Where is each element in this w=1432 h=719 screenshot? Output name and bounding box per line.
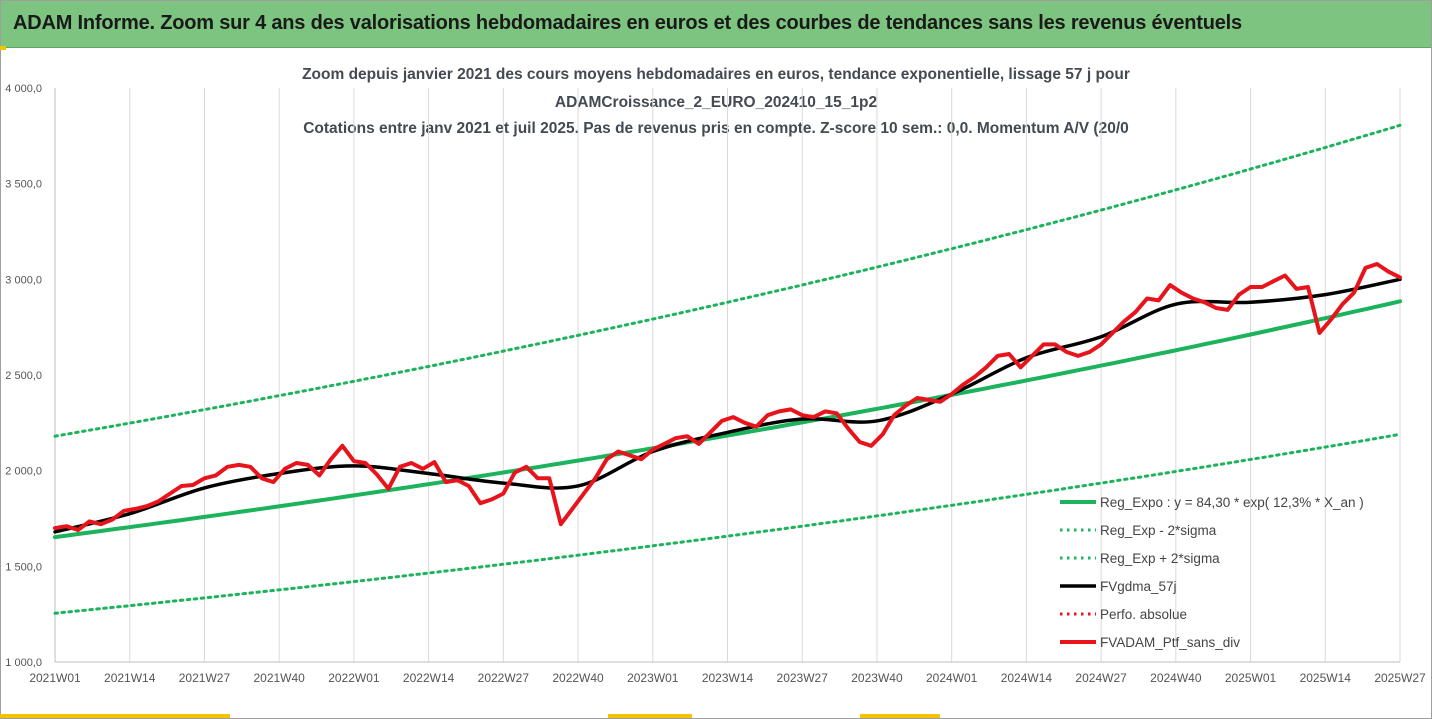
accent-bar-left xyxy=(0,46,6,50)
y-tick-label: 2 500,0 xyxy=(5,370,42,382)
y-tick-label: 3 000,0 xyxy=(5,274,42,286)
x-tick-label: 2025W14 xyxy=(1300,671,1352,685)
y-tick-label: 1 000,0 xyxy=(5,657,42,669)
x-tick-label: 2021W40 xyxy=(253,671,305,685)
x-tick-label: 2022W27 xyxy=(478,671,530,685)
chart-title-line-2: ADAMCroissance_2_EURO_202410_15_1p2 xyxy=(554,94,878,111)
series-line-0 xyxy=(53,299,1402,540)
legend-label-0: Reg_Expo : y = 84,30 * exp( 12,3% * X_an… xyxy=(1100,495,1364,510)
legend-label-3: FVgdma_57j xyxy=(1100,579,1177,594)
x-tick-label: 2021W14 xyxy=(104,671,156,685)
series-line-1 xyxy=(53,432,1402,615)
x-tick-label: 2022W14 xyxy=(403,671,455,685)
y-tick-label: 4 000,0 xyxy=(5,83,42,95)
header-banner: ADAM Informe. Zoom sur 4 ans des valoris… xyxy=(1,1,1431,48)
accent-bar-bottom-mid2 xyxy=(860,714,940,718)
legend-label-1: Reg_Exp - 2*sigma xyxy=(1100,523,1217,538)
y-tick-label: 2 000,0 xyxy=(5,466,42,478)
x-tick-label: 2025W01 xyxy=(1225,671,1277,685)
y-tick-label: 1 500,0 xyxy=(5,561,42,573)
chart-title-line-1: Zoom depuis janvier 2021 des cours moyen… xyxy=(302,66,1130,83)
x-tick-label: 2023W14 xyxy=(702,671,754,685)
x-tick-label: 2022W40 xyxy=(552,671,604,685)
legend-label-5: FVADAM_Ptf_sans_div xyxy=(1100,635,1240,650)
x-tick-label: 2025W27 xyxy=(1374,671,1426,685)
series-line-2 xyxy=(53,123,1402,438)
x-tick-label: 2023W01 xyxy=(627,671,679,685)
legend-label-4: Perfo. absolue xyxy=(1100,607,1187,622)
x-tick-label: 2022W01 xyxy=(328,671,380,685)
accent-bar-bottom-mid xyxy=(608,714,692,718)
x-tick-label: 2024W14 xyxy=(1001,671,1053,685)
legend-label-2: Reg_Exp + 2*sigma xyxy=(1100,551,1220,566)
x-tick-label: 2023W40 xyxy=(851,671,903,685)
series-line-5 xyxy=(53,262,1402,532)
x-tick-label: 2021W27 xyxy=(179,671,231,685)
x-tick-label: 2021W01 xyxy=(29,671,81,685)
chart-title-line-3: Cotations entre janv 2021 et juil 2025. … xyxy=(303,120,1129,137)
x-tick-label: 2024W01 xyxy=(926,671,978,685)
x-tick-label: 2023W27 xyxy=(777,671,829,685)
x-tick-label: 2024W40 xyxy=(1150,671,1202,685)
banner-title: ADAM Informe. Zoom sur 4 ans des valoris… xyxy=(13,12,1242,34)
accent-bar-bottom-left xyxy=(0,714,230,718)
x-tick-label: 2024W27 xyxy=(1075,671,1127,685)
y-tick-label: 3 500,0 xyxy=(5,179,42,191)
